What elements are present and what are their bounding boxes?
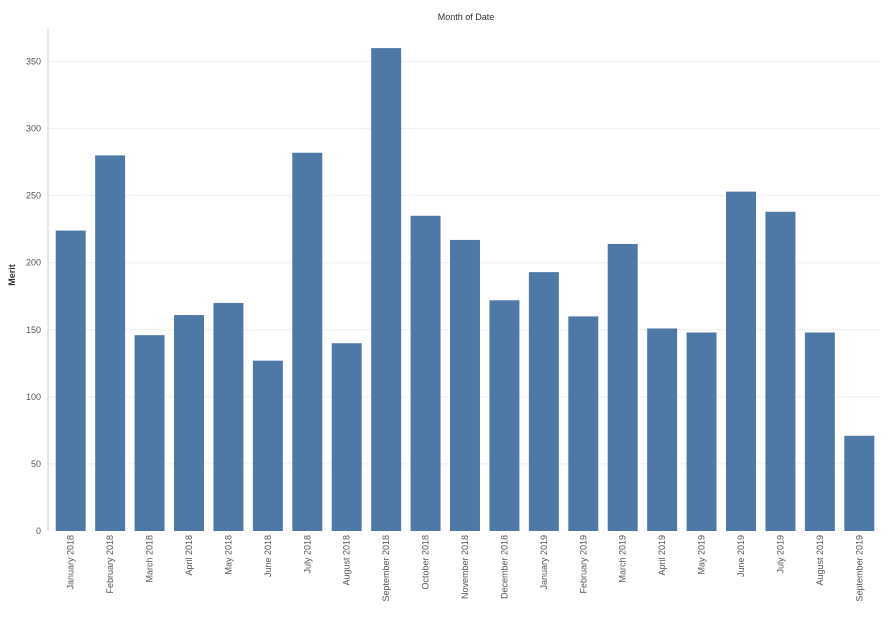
bar [686,332,717,531]
bar [410,215,441,531]
bar [174,315,204,531]
x-tick-label: March 2019 [618,535,628,583]
x-tick-label: December 2018 [499,535,509,599]
bar [252,360,283,531]
y-axis-ticks: 0 50 100 150 200 250 300 350 [26,57,41,536]
bar [331,343,362,531]
x-tick-label: April 2019 [657,535,667,576]
bar [804,332,835,531]
y-tick-label: 100 [26,392,41,402]
y-tick-label: 150 [26,325,41,335]
y-tick-label: 50 [31,459,41,469]
x-tick-label: January 2019 [539,535,549,590]
bar [568,316,599,531]
bar [726,191,756,531]
x-axis-ticks: January 2018 February 2018 March 2018 April… [66,535,865,602]
bar [134,335,165,531]
x-tick-label: June 2018 [263,535,273,577]
x-tick-label: September 2018 [381,535,391,602]
x-tick-label: August 2019 [815,535,825,586]
x-tick-label: February 2019 [578,535,588,594]
y-tick-label: 350 [26,57,41,67]
y-axis-title: Merit [7,264,17,286]
x-tick-label: February 2018 [105,535,115,594]
y-tick-label: 0 [36,526,41,536]
bar [765,211,796,531]
x-tick-label: September 2019 [854,535,864,602]
x-axis-title: Month of Date [438,12,495,22]
bar [450,239,480,531]
bar [213,302,244,531]
y-tick-label: 250 [26,191,41,201]
bar [371,48,402,532]
bar [528,272,559,531]
bar [607,243,638,532]
x-tick-label: January 2018 [66,535,76,590]
bar [647,328,678,531]
x-tick-label: November 2018 [460,535,470,599]
x-tick-label: July 2018 [302,535,312,574]
bar [95,155,126,531]
x-tick-label: May 2019 [697,535,707,575]
x-tick-label: July 2019 [775,535,785,574]
x-tick-label: June 2019 [736,535,746,577]
bar [844,435,875,531]
bar [292,152,323,531]
x-tick-label: October 2018 [421,535,431,590]
bar [55,230,86,532]
bars [55,48,875,532]
x-tick-label: May 2018 [223,535,233,575]
x-tick-label: March 2018 [145,535,155,583]
y-tick-label: 200 [26,258,41,268]
x-tick-label: April 2018 [184,535,194,576]
bar [489,300,520,531]
y-tick-label: 300 [26,124,41,134]
x-tick-label: August 2018 [342,535,352,586]
